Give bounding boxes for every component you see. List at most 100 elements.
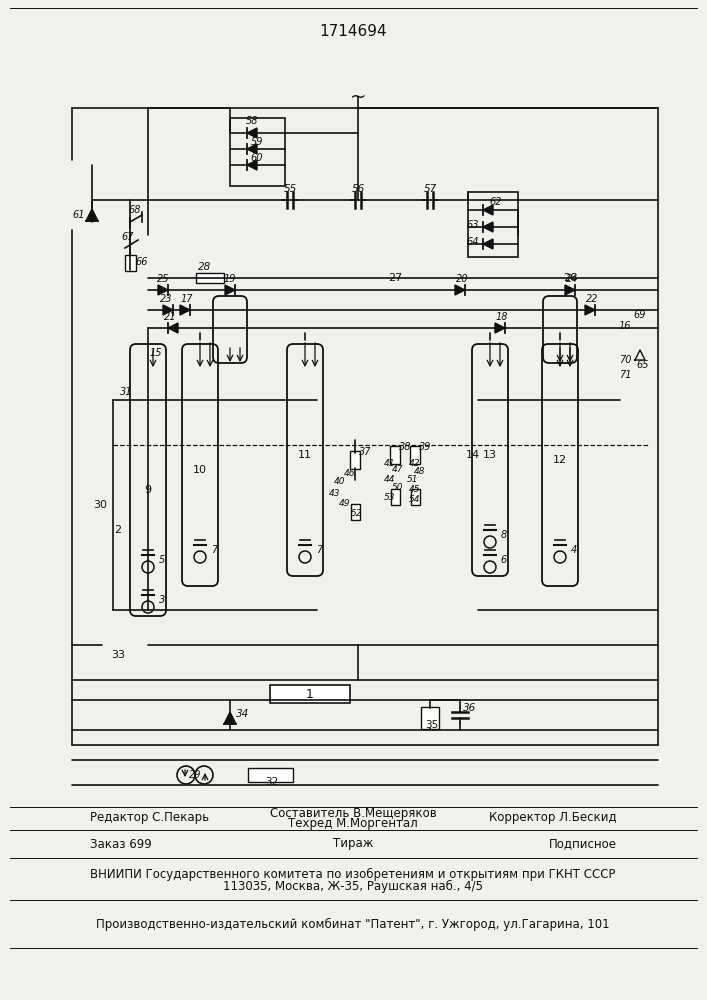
Polygon shape <box>495 323 505 333</box>
Bar <box>468 192 518 257</box>
Text: 5: 5 <box>159 555 165 565</box>
Text: 35: 35 <box>426 720 438 730</box>
Text: 39: 39 <box>419 442 431 452</box>
Text: Техред М.Моргентал: Техред М.Моргентал <box>288 816 418 830</box>
Text: 54: 54 <box>409 495 421 504</box>
Bar <box>196 273 224 283</box>
Text: 68: 68 <box>129 205 141 215</box>
Polygon shape <box>585 305 595 315</box>
Text: 69: 69 <box>633 310 646 320</box>
Polygon shape <box>483 222 493 232</box>
Text: 43: 43 <box>329 489 341 498</box>
Text: 23: 23 <box>160 294 173 304</box>
Polygon shape <box>224 712 236 724</box>
Polygon shape <box>455 285 465 295</box>
Text: 66: 66 <box>136 257 148 267</box>
Text: 7: 7 <box>211 545 217 555</box>
Text: 46: 46 <box>344 470 356 479</box>
Text: 12: 12 <box>553 455 567 465</box>
Polygon shape <box>180 305 190 315</box>
Text: 63: 63 <box>467 220 479 230</box>
Text: Составитель В.Мещеряков: Составитель В.Мещеряков <box>269 806 436 820</box>
Text: 27: 27 <box>388 273 402 283</box>
Bar <box>351 504 360 520</box>
Bar <box>391 489 400 505</box>
Text: 67: 67 <box>122 232 134 242</box>
Text: 64: 64 <box>467 237 479 247</box>
Text: 7: 7 <box>316 545 322 555</box>
Text: 51: 51 <box>407 476 419 485</box>
Text: ~: ~ <box>350 88 366 106</box>
Polygon shape <box>247 128 257 138</box>
Text: 41: 41 <box>384 458 396 468</box>
Text: 14: 14 <box>466 450 480 460</box>
Bar <box>270 685 350 703</box>
Bar <box>350 451 360 469</box>
Text: Производственно-издательский комбинат "Патент", г. Ужгород, ул.Гагарина, 101: Производственно-издательский комбинат "П… <box>96 917 610 931</box>
Text: 37: 37 <box>358 447 371 457</box>
Text: 113035, Москва, Ж-35, Раушская наб., 4/5: 113035, Москва, Ж-35, Раушская наб., 4/5 <box>223 879 483 893</box>
Text: 2: 2 <box>115 525 122 535</box>
Text: Подписное: Подписное <box>549 838 617 850</box>
Polygon shape <box>247 160 257 170</box>
Text: 60: 60 <box>251 153 263 163</box>
Bar <box>248 768 293 782</box>
Text: 11: 11 <box>298 450 312 460</box>
Text: 62: 62 <box>490 197 502 207</box>
Bar <box>421 707 439 729</box>
Bar <box>125 255 136 271</box>
Text: 71: 71 <box>619 370 631 380</box>
Text: Корректор Л.Бескид: Корректор Л.Бескид <box>489 812 617 824</box>
Text: 55: 55 <box>284 184 297 194</box>
Text: 29: 29 <box>189 770 201 780</box>
Text: 17: 17 <box>181 294 193 304</box>
Text: 19: 19 <box>223 274 236 284</box>
Text: 1: 1 <box>306 688 314 700</box>
Text: 44: 44 <box>384 475 396 484</box>
Polygon shape <box>565 285 575 295</box>
Text: 30: 30 <box>93 500 107 510</box>
Text: 42: 42 <box>409 458 421 468</box>
Text: 20: 20 <box>456 274 468 284</box>
Text: Редактор С.Пекарь: Редактор С.Пекарь <box>90 812 209 824</box>
Text: 58: 58 <box>246 116 258 126</box>
Bar <box>390 446 400 464</box>
Text: 18: 18 <box>496 312 508 322</box>
Text: 40: 40 <box>334 478 346 487</box>
Text: 70: 70 <box>619 355 631 365</box>
Text: 15: 15 <box>150 348 162 358</box>
Text: 56: 56 <box>351 184 365 194</box>
Text: 6: 6 <box>501 555 507 565</box>
Text: 10: 10 <box>193 465 207 475</box>
Text: 49: 49 <box>339 499 351 508</box>
Text: Заказ 699: Заказ 699 <box>90 838 152 850</box>
Text: 4: 4 <box>571 545 577 555</box>
Text: 57: 57 <box>423 184 437 194</box>
Polygon shape <box>225 285 235 295</box>
Text: 36: 36 <box>463 703 477 713</box>
Bar <box>230 118 285 186</box>
Text: 38: 38 <box>399 442 411 452</box>
Text: 34: 34 <box>236 709 250 719</box>
Polygon shape <box>86 209 98 221</box>
Text: 52: 52 <box>351 508 363 518</box>
Polygon shape <box>163 305 173 315</box>
Text: 31: 31 <box>119 387 132 397</box>
Text: 47: 47 <box>392 466 404 475</box>
Text: 45: 45 <box>409 486 421 494</box>
Polygon shape <box>483 239 493 249</box>
Text: 53: 53 <box>384 493 396 502</box>
Text: 21: 21 <box>164 312 176 322</box>
Text: Тираж: Тираж <box>333 838 373 850</box>
Polygon shape <box>247 144 257 154</box>
Text: 9: 9 <box>144 485 151 495</box>
Polygon shape <box>168 323 178 333</box>
Text: 32: 32 <box>265 777 279 787</box>
Text: 25: 25 <box>157 274 169 284</box>
Text: 59: 59 <box>251 137 263 147</box>
Text: 26: 26 <box>563 273 577 283</box>
Bar <box>411 489 420 505</box>
Text: 3: 3 <box>159 595 165 605</box>
Polygon shape <box>483 205 493 215</box>
Text: 65: 65 <box>637 360 649 370</box>
